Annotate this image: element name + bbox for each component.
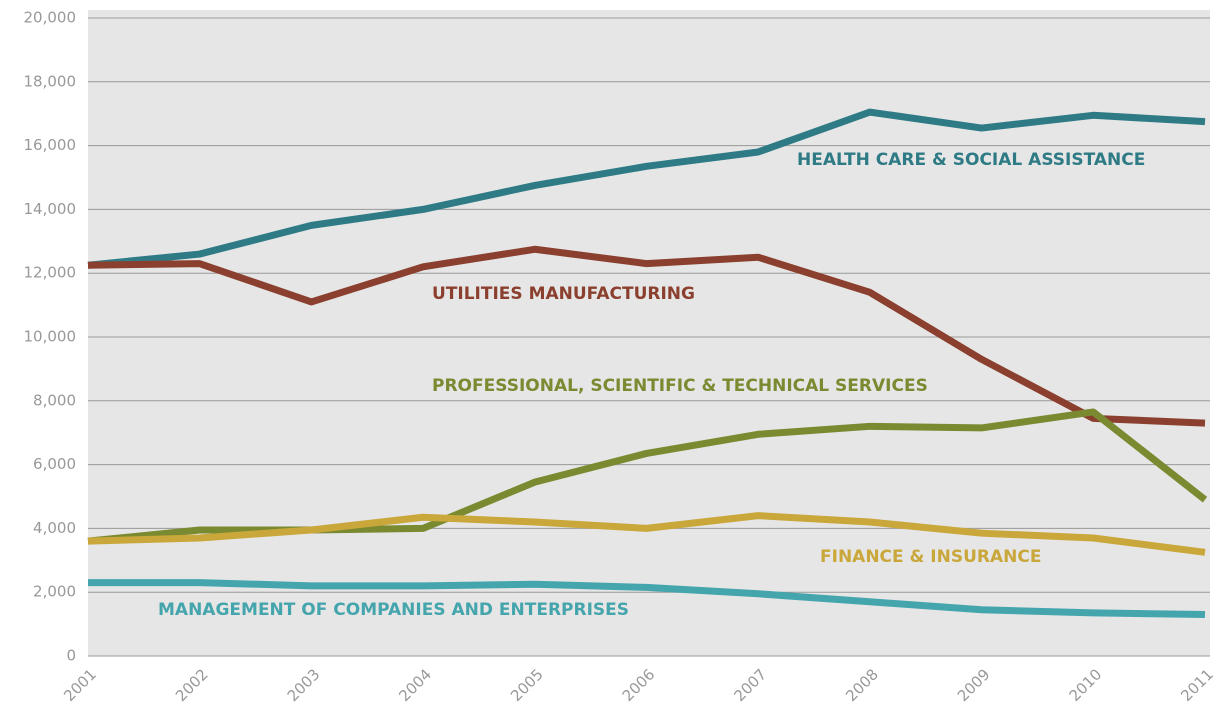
series-label: HEALTH CARE & SOCIAL ASSISTANCE <box>797 150 1145 170</box>
x-tick-label: 2003 <box>284 665 324 705</box>
y-tick-label: 0 <box>66 647 76 665</box>
y-tick-label: 8,000 <box>33 391 76 409</box>
y-tick-label: 12,000 <box>24 264 77 282</box>
series-line <box>87 512 1206 556</box>
y-tick-label: 4,000 <box>33 519 76 537</box>
series-line <box>88 579 1206 619</box>
plot-area <box>88 10 1210 656</box>
x-tick-label: 2009 <box>954 665 994 705</box>
x-tick-label: 2010 <box>1066 665 1106 705</box>
x-tick-label: 2002 <box>172 665 212 705</box>
y-tick-label: 6,000 <box>33 455 76 473</box>
y-tick-label: 18,000 <box>24 72 77 90</box>
series-label: FINANCE & INSURANCE <box>820 547 1041 567</box>
x-tick-label: 2007 <box>730 665 770 705</box>
y-tick-label: 14,000 <box>24 200 77 218</box>
series-line <box>87 108 1206 269</box>
x-tick-label: 2005 <box>507 665 547 705</box>
series-label: PROFESSIONAL, SCIENTIFIC & TECHNICAL SER… <box>432 376 928 396</box>
x-tick-label: 2006 <box>619 665 659 705</box>
x-tick-label: 2011 <box>1177 665 1217 705</box>
series-line <box>87 245 1206 427</box>
y-tick-label: 20,000 <box>24 9 77 27</box>
y-tick-label: 10,000 <box>24 328 77 346</box>
x-tick-label: 2001 <box>60 665 100 705</box>
y-tick-label: 2,000 <box>33 583 76 601</box>
x-tick-label: 2004 <box>395 665 435 705</box>
x-tick-label: 2008 <box>842 665 882 705</box>
series-label: MANAGEMENT OF COMPANIES AND ENTERPRISES <box>158 600 629 620</box>
series-label: UTILITIES MANUFACTURING <box>432 284 695 304</box>
y-tick-label: 16,000 <box>24 136 77 154</box>
